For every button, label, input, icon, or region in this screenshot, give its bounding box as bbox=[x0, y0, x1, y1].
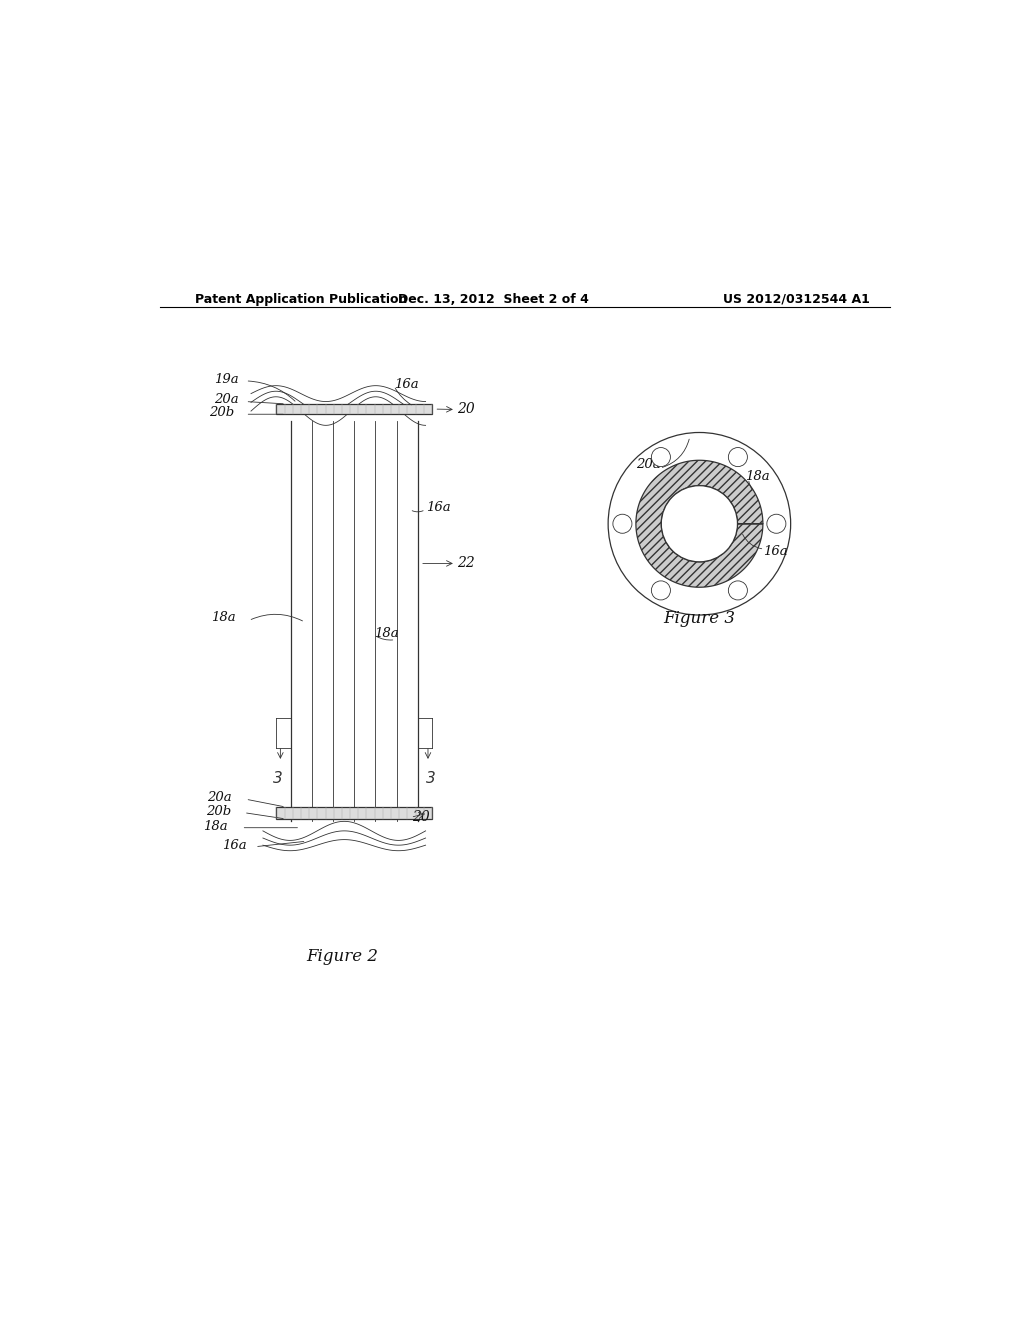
Bar bbox=[276, 807, 432, 818]
Text: 3: 3 bbox=[273, 771, 283, 787]
Text: 19a: 19a bbox=[214, 372, 239, 385]
Text: 22: 22 bbox=[458, 557, 475, 570]
Text: Figure 2: Figure 2 bbox=[306, 948, 378, 965]
Text: 20: 20 bbox=[412, 810, 430, 825]
Bar bbox=[276, 404, 432, 414]
Text: 18a: 18a bbox=[745, 470, 770, 483]
Text: 20: 20 bbox=[458, 403, 475, 417]
Text: 20a: 20a bbox=[214, 393, 239, 407]
Circle shape bbox=[613, 515, 632, 533]
Text: Dec. 13, 2012  Sheet 2 of 4: Dec. 13, 2012 Sheet 2 of 4 bbox=[397, 293, 589, 306]
Text: 16a: 16a bbox=[763, 545, 787, 558]
Text: Figure 3: Figure 3 bbox=[664, 610, 735, 627]
Text: Patent Application Publication: Patent Application Publication bbox=[196, 293, 408, 306]
Circle shape bbox=[662, 486, 737, 562]
Circle shape bbox=[728, 581, 748, 601]
Circle shape bbox=[651, 447, 671, 466]
Circle shape bbox=[767, 515, 785, 533]
Circle shape bbox=[651, 581, 671, 601]
Text: 20b: 20b bbox=[206, 804, 231, 817]
Text: 20a: 20a bbox=[207, 791, 232, 804]
Text: 16a: 16a bbox=[221, 838, 246, 851]
Polygon shape bbox=[636, 461, 763, 587]
Text: 20b: 20b bbox=[209, 407, 234, 420]
Text: 16a: 16a bbox=[426, 502, 451, 515]
Text: 20a: 20a bbox=[636, 458, 660, 471]
Text: 18a: 18a bbox=[204, 820, 228, 833]
Text: 18a: 18a bbox=[211, 611, 236, 624]
Text: US 2012/0312544 A1: US 2012/0312544 A1 bbox=[723, 293, 870, 306]
Text: 16a: 16a bbox=[394, 378, 419, 391]
Text: 18a: 18a bbox=[374, 627, 398, 640]
Text: 3: 3 bbox=[426, 771, 435, 787]
Circle shape bbox=[728, 447, 748, 466]
